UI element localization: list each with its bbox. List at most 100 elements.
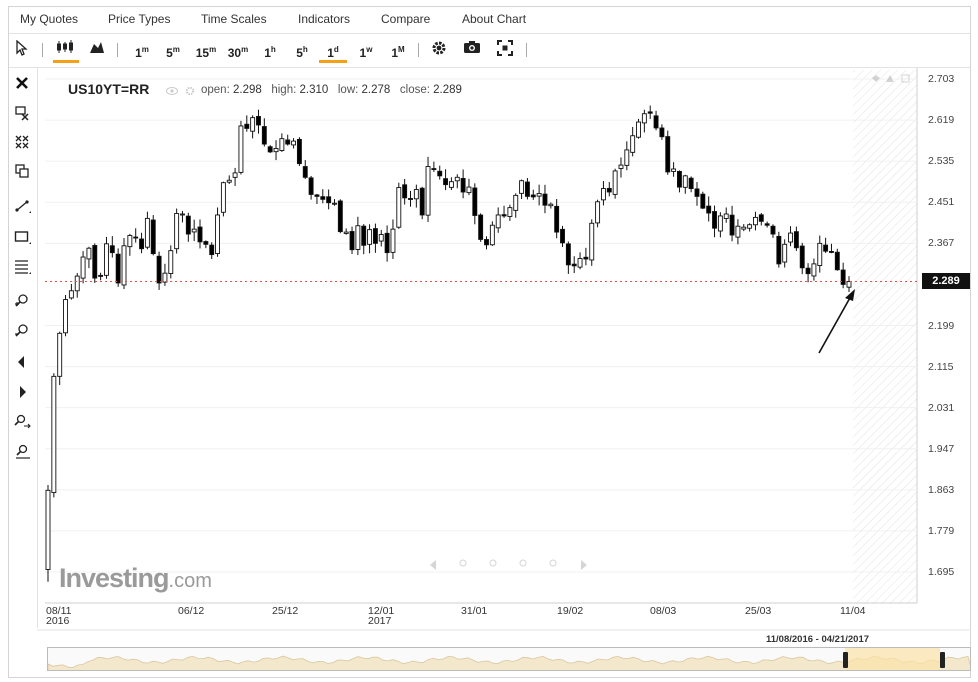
rectangle-icon[interactable] (14, 228, 32, 246)
panel-corner-icons (872, 74, 910, 83)
interval-1h[interactable]: 1h (260, 40, 280, 60)
candle-body (612, 170, 618, 195)
interval-1m[interactable]: 1m (130, 40, 154, 60)
fibonacci-icon[interactable] (14, 258, 32, 276)
candle-body (80, 256, 86, 279)
interval-1w[interactable]: 1w (356, 40, 376, 60)
trendline-icon[interactable] (14, 197, 32, 215)
candle-body (460, 177, 466, 193)
candle-body (676, 170, 682, 188)
gridlines (45, 78, 917, 573)
camera-icon[interactable] (461, 40, 483, 60)
candle-body (717, 215, 723, 232)
candle-body (156, 255, 162, 284)
menu-about-chart[interactable]: About Chart (462, 12, 527, 26)
x-tick-label: 25/03 (745, 605, 772, 617)
candle-body (700, 193, 706, 209)
candle-body (735, 225, 741, 238)
interval-5h-unit: h (302, 45, 308, 54)
candle-body (68, 290, 74, 299)
interval-1m-unit: m (141, 45, 149, 54)
candle-body (788, 232, 793, 243)
zoom-in-range-icon[interactable] (14, 414, 32, 432)
delete-all-icon[interactable] (14, 134, 32, 152)
candle-body (115, 253, 121, 284)
candle-body (536, 192, 542, 197)
candle-body (560, 228, 565, 244)
candle-body (712, 211, 717, 229)
menu-indicators[interactable]: Indicators (298, 12, 351, 26)
interval-1d[interactable]: 1d (319, 40, 347, 63)
candle-body (665, 136, 671, 173)
close-icon[interactable] (14, 75, 32, 93)
candle-body (554, 205, 560, 233)
menu-time-scales[interactable]: Time Scales (201, 12, 267, 26)
zoom-out-icon[interactable] (14, 323, 32, 341)
candle-body (542, 193, 548, 206)
candle-body (104, 243, 109, 276)
candle-body (659, 127, 665, 138)
candle-body (840, 269, 846, 285)
candle-body (378, 234, 384, 242)
candle-body (296, 138, 302, 165)
candle-body (606, 187, 612, 193)
interval-1w-label: 1 (359, 46, 367, 60)
candle-body (45, 489, 51, 571)
ohlc-readout: open: 2.298 high: 2.310 low: 2.278 close… (201, 84, 462, 96)
candle-body (454, 176, 460, 182)
navigator-left-handle[interactable] (843, 652, 848, 668)
candle-body (343, 231, 349, 234)
scroll-left-icon[interactable] (14, 354, 32, 372)
interval-15m[interactable]: 15m (192, 40, 220, 60)
zoom-in-icon[interactable] (14, 293, 32, 311)
candle-body (600, 188, 606, 201)
y-tick-label: 1.947 (928, 442, 955, 455)
candle-body (472, 187, 478, 216)
pointer-icon[interactable] (14, 39, 30, 60)
navigator[interactable] (47, 647, 971, 671)
candle-body (618, 164, 624, 169)
scroll-right-icon[interactable] (14, 384, 32, 402)
fullscreen-icon[interactable] (495, 40, 515, 60)
area-chart-icon[interactable] (87, 40, 107, 60)
interval-5m[interactable]: 5m (161, 40, 185, 60)
candle-body (782, 243, 788, 263)
candle-body (431, 168, 437, 171)
low-label: low: (337, 84, 359, 96)
candle-body (355, 225, 361, 250)
menu-compare[interactable]: Compare (381, 12, 431, 26)
candlestick-icon[interactable] (53, 40, 79, 63)
reset-zoom-icon[interactable] (14, 444, 32, 462)
candle-body (723, 213, 729, 219)
y-tick-label: 2.199 (928, 319, 955, 332)
layers-icon[interactable] (14, 163, 32, 181)
visibility-icon[interactable] (166, 86, 196, 96)
interval-5h-label: 5 (296, 46, 303, 60)
menu-price-types[interactable]: Price Types (108, 12, 171, 26)
candle-body (641, 113, 647, 124)
candle-body (133, 236, 139, 239)
x-tick-label: 25/12 (272, 605, 299, 617)
candle-body (834, 251, 840, 271)
menu-my-quotes[interactable]: My Quotes (20, 12, 79, 26)
candle-body (197, 226, 203, 243)
candle-body (261, 126, 267, 145)
interval-5m-label: 5 (166, 46, 173, 60)
interval-5h[interactable]: 5h (292, 40, 312, 60)
candle-body (191, 228, 197, 233)
chart-frame (8, 6, 971, 678)
close-value: 2.289 (433, 84, 462, 96)
navigator-right-handle[interactable] (940, 652, 945, 668)
navigator-selection (845, 648, 940, 670)
candle-body (484, 239, 489, 246)
y-tick-label: 2.451 (928, 196, 955, 209)
interval-30m[interactable]: 30m (224, 40, 252, 60)
interval-1M[interactable]: 1M (387, 40, 409, 60)
eraser-icon[interactable] (14, 105, 32, 123)
candle-body (402, 184, 408, 199)
candle-body (419, 187, 425, 216)
interval-1M-unit: M (398, 45, 405, 54)
settings-icon[interactable] (429, 40, 449, 60)
candle-body (501, 214, 507, 217)
